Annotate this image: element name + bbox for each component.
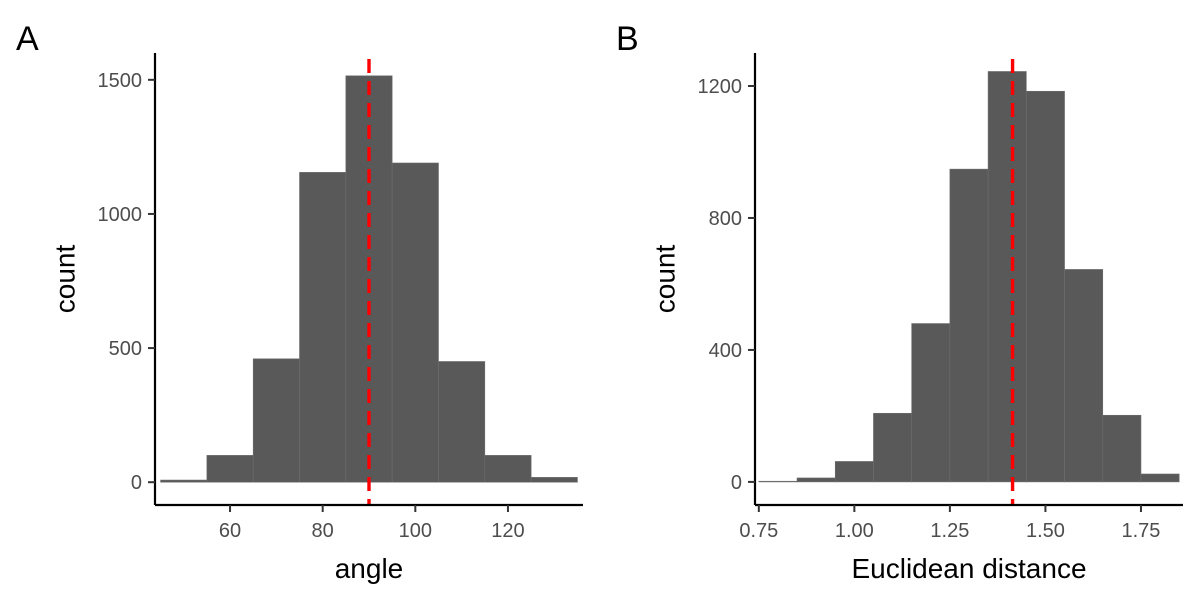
panel-b-bar-7	[1026, 90, 1065, 483]
panel-b-bar-8	[1064, 269, 1104, 483]
panel-a-y-tick-label-0: 0	[131, 472, 142, 494]
panel-a-bar-0	[160, 479, 208, 483]
panel-a-bar-8	[530, 477, 578, 483]
panel-a-bar-3	[299, 172, 347, 483]
panel-a-bar-1	[206, 455, 254, 483]
panel-b-tag: B	[616, 20, 639, 58]
panel-b: 0.75 1.00 1.25 1.50 1.75 0 400 800 1200 Euclidean…	[616, 20, 1183, 584]
panel-b-x-tick-label-2: 1.25	[930, 520, 969, 542]
panel-a-bar-5	[391, 162, 439, 483]
panel-b-y-tick-label-3: 1200	[698, 76, 743, 98]
panel-b-y-tick-label-1: 400	[709, 340, 742, 362]
panel-a-y-tick-label-2: 1000	[98, 204, 143, 226]
panel-b-bar-2	[834, 461, 874, 483]
panel-b-bar-5	[949, 168, 989, 483]
panel-a-x-tick-label-0: 60	[219, 520, 241, 542]
panel-b-bar-9	[1102, 414, 1142, 483]
panel-b-x-axis-title: Euclidean distance	[851, 553, 1086, 584]
panel-a-y-tick-label-3: 1500	[98, 70, 143, 92]
panel-a-x-tick-label-2: 100	[399, 520, 432, 542]
panel-b-y-tick-label-0: 0	[731, 472, 742, 494]
panel-a-x-tick-label-1: 80	[312, 520, 334, 542]
panel-a-x-axis-title: angle	[335, 553, 404, 584]
panel-b-bar-3	[873, 412, 912, 483]
panel-a-y-tick-label-1: 500	[109, 338, 142, 360]
panel-b-x-tick-label-0: 0.75	[739, 520, 778, 542]
panel-b-x-tick-label-1: 1.00	[835, 520, 874, 542]
panel-a-y-axis-title: count	[49, 245, 80, 314]
panel-b-bar-4	[911, 323, 951, 483]
panel-b-bar-6	[987, 71, 1027, 483]
panel-a-bar-7	[484, 455, 532, 483]
panel-b-x-tick-label-3: 1.50	[1026, 520, 1065, 542]
panel-b-bar-0	[758, 480, 798, 483]
panel-b-bars	[758, 71, 1180, 483]
panel-b-y-tick-label-2: 800	[709, 208, 742, 230]
panel-b-y-axis-title: count	[649, 245, 680, 314]
panel-a: 60 80 100 120 0 500 1000 1500 angle count A	[16, 20, 583, 584]
panel-a-x-tick-label-3: 120	[491, 520, 524, 542]
panel-a-bar-6	[438, 361, 486, 483]
panel-a-bar-2	[252, 358, 300, 483]
panel-b-x-tick-label-4: 1.75	[1121, 520, 1160, 542]
panel-b-bar-1	[796, 477, 836, 483]
panel-a-tag: A	[16, 20, 39, 58]
panel-b-bar-10	[1140, 473, 1180, 483]
